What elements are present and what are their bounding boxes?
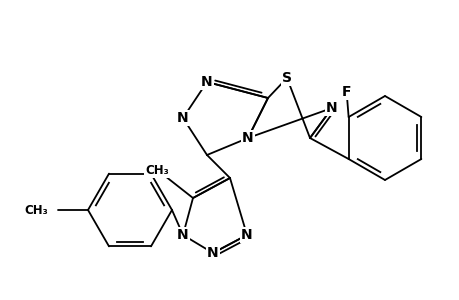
Text: CH₃: CH₃ <box>24 203 48 217</box>
Text: N: N <box>241 228 252 242</box>
Text: N: N <box>177 228 188 242</box>
Text: N: N <box>201 75 213 89</box>
Text: N: N <box>241 131 253 145</box>
Text: F: F <box>341 85 351 99</box>
Text: S: S <box>281 71 291 85</box>
Text: N: N <box>325 101 337 115</box>
Text: N: N <box>177 111 188 125</box>
Text: CH₃: CH₃ <box>145 164 168 178</box>
Text: N: N <box>207 246 218 260</box>
